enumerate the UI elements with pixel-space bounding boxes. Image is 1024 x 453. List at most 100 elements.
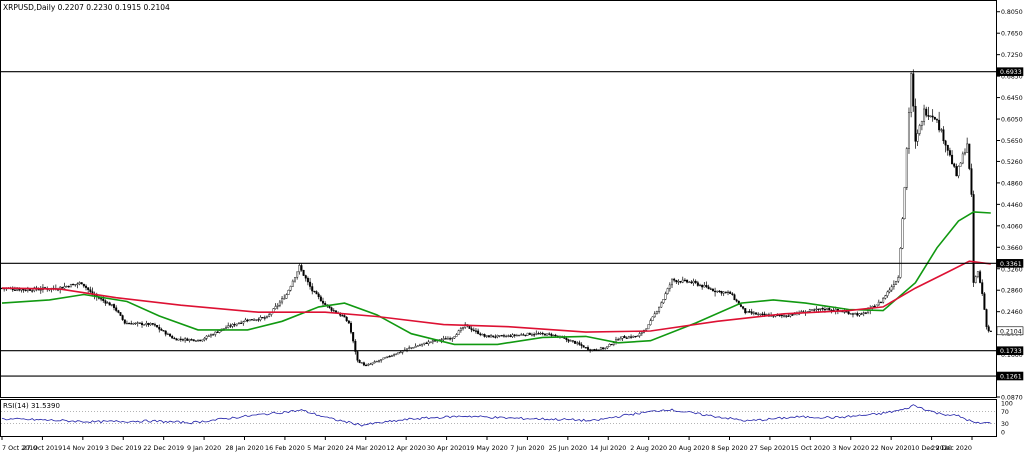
candle-body	[386, 355, 389, 358]
candle-body	[709, 288, 712, 290]
price-level-tag	[996, 371, 1024, 381]
candle-body	[550, 333, 553, 336]
price-level-label: 0.1733	[1000, 348, 1022, 355]
candle-body	[580, 344, 583, 346]
price-level-label: 0.3361	[1000, 261, 1022, 268]
candle-body	[537, 333, 540, 335]
candle-body	[862, 312, 865, 315]
candle-body	[655, 311, 658, 314]
candle-body	[578, 342, 581, 345]
candle-body	[255, 319, 258, 321]
horizontal-levels[interactable]: 0.6933 0.3361 0.2104 0.1733 0.1261	[1, 67, 1024, 381]
candle-body	[979, 271, 982, 283]
candle-body	[638, 333, 641, 337]
candle-body	[574, 340, 577, 344]
price-tick-label: 0.6850	[1001, 74, 1023, 81]
candle-body	[658, 306, 661, 312]
candle-body	[156, 325, 159, 328]
candle-body	[821, 308, 824, 310]
candle-body	[727, 291, 730, 294]
candle-body	[602, 347, 605, 350]
price-tick-label: 0.4060	[1001, 223, 1023, 230]
candle-body	[612, 342, 615, 345]
candle-body	[343, 315, 346, 318]
time-tick-label: 20 Aug 2020	[669, 444, 710, 452]
candle-body	[935, 119, 938, 121]
candle-body	[653, 313, 656, 318]
time-tick-label: 2 Aug 2020	[630, 444, 667, 452]
candle-body	[864, 312, 867, 314]
price-level-tag	[996, 259, 1024, 268]
candle-body	[528, 332, 531, 335]
candle-body	[703, 285, 706, 288]
candle-body	[444, 338, 447, 340]
candle-body	[666, 288, 669, 294]
candle-body	[477, 330, 480, 334]
candle-body	[584, 347, 587, 349]
candle-body	[817, 308, 820, 310]
candle-body	[636, 335, 639, 337]
candle-body	[474, 330, 477, 332]
price-level-label: 0.1261	[1000, 374, 1022, 381]
candle-body	[963, 152, 966, 155]
candle-body	[496, 335, 499, 338]
candle-body	[300, 265, 303, 271]
candle-body	[164, 330, 167, 335]
candle-body	[632, 335, 635, 338]
candle-body	[989, 330, 992, 332]
candle-body	[483, 334, 486, 337]
candle-body	[106, 302, 109, 304]
candle-body	[750, 311, 753, 314]
candle-body	[500, 335, 503, 337]
candle-body	[645, 328, 648, 331]
candle-body	[209, 334, 212, 337]
candle-body	[492, 335, 495, 338]
candle-body	[886, 291, 889, 296]
candle-body	[179, 338, 182, 340]
candle-body	[778, 314, 781, 317]
candle-body	[981, 282, 984, 294]
candle-body	[278, 301, 281, 306]
candle-body	[330, 307, 333, 311]
price-pane[interactable]	[0, 0, 997, 398]
candle-body	[679, 281, 682, 283]
candle-body	[888, 289, 891, 293]
candle-body	[630, 336, 633, 338]
candle-body	[533, 334, 536, 336]
candle-body	[546, 333, 549, 336]
candle-body	[912, 73, 915, 107]
candle-body	[761, 313, 764, 315]
candle-body	[287, 290, 290, 295]
candle-body	[539, 332, 542, 335]
candle-body	[929, 115, 932, 117]
candle-body	[158, 327, 161, 330]
candle-body	[237, 322, 240, 325]
time-tick-label: 8 Sep 2020	[711, 444, 747, 452]
candle-body	[668, 284, 671, 289]
candle-body	[485, 335, 488, 337]
price-tick-label: 0.4460	[1001, 202, 1023, 209]
candle-body	[742, 306, 745, 309]
candle-body	[640, 332, 643, 334]
rsi-tick-label: 0	[1001, 430, 1005, 437]
candle-body	[729, 291, 732, 294]
candle-body	[826, 307, 829, 310]
candle-body	[789, 314, 792, 317]
candle-body	[813, 309, 816, 311]
candle-body	[791, 314, 794, 316]
candle-body	[175, 338, 178, 341]
candle-body	[925, 108, 928, 116]
candle-body	[108, 302, 111, 306]
candle-body	[85, 285, 88, 288]
candle-body	[274, 306, 277, 309]
candle-body	[431, 340, 434, 343]
candle-body	[104, 300, 107, 304]
candle-body	[306, 278, 309, 283]
rsi-level-lines	[1, 411, 996, 424]
candle-body	[716, 290, 719, 293]
candle-body	[610, 343, 613, 346]
candle-body	[586, 347, 589, 350]
candle-body	[216, 331, 219, 333]
